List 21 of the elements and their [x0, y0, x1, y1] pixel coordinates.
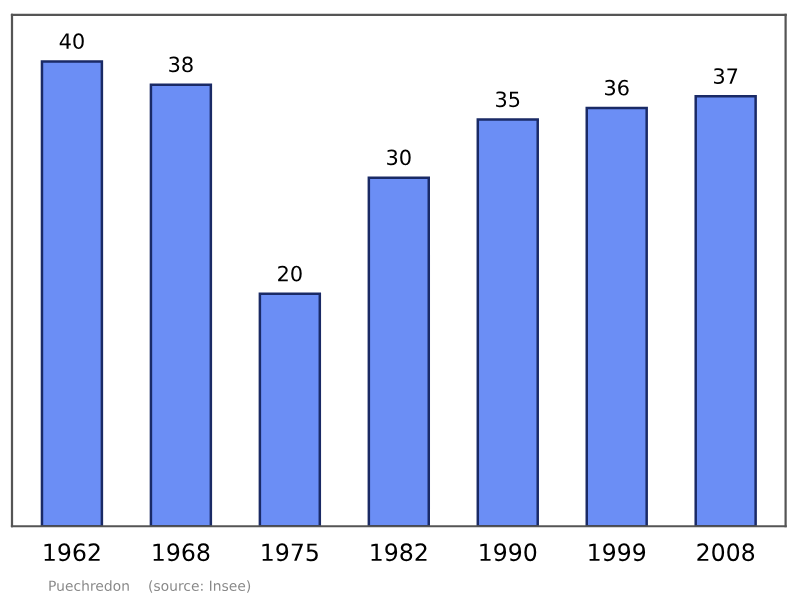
x-tick-label: 1990 — [480, 543, 537, 562]
data-label: 20 — [278, 265, 302, 282]
x-tick-label: 1999 — [589, 543, 646, 562]
x-tick-label: 1975 — [262, 543, 318, 562]
bar — [258, 292, 322, 527]
bar — [476, 118, 539, 527]
x-tick-label: 1968 — [153, 543, 210, 562]
data-label: 36 — [605, 79, 629, 96]
data-label: 37 — [714, 68, 738, 84]
x-tick-label: 2008 — [697, 543, 755, 562]
data-label: 30 — [387, 149, 411, 166]
data-label: 40 — [59, 33, 84, 50]
bar — [694, 95, 757, 527]
data-label: 35 — [496, 91, 520, 108]
bar — [585, 106, 648, 527]
bar — [367, 176, 431, 527]
x-tick-label: 1982 — [371, 543, 427, 562]
bar — [40, 60, 104, 527]
data-label: 38 — [169, 56, 193, 73]
x-tick-label: 1962 — [44, 543, 100, 562]
bar — [149, 83, 213, 527]
